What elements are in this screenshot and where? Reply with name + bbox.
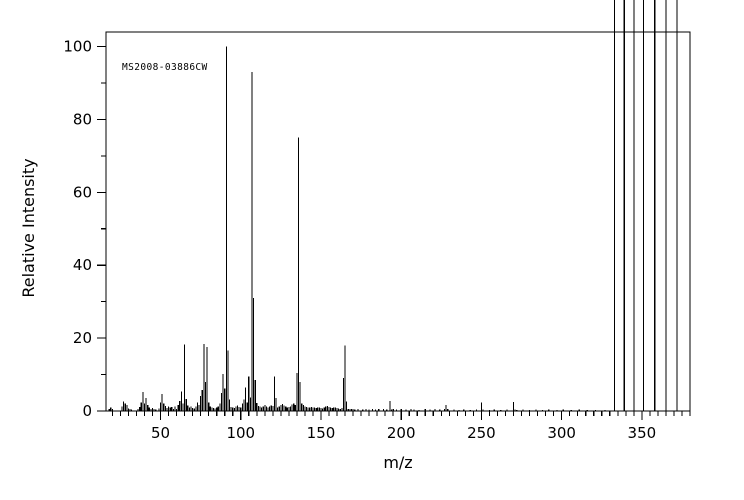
- x-tick-label: 300: [547, 424, 576, 442]
- x-tick-label: 50: [151, 424, 170, 442]
- y-tick-label: 40: [73, 256, 92, 274]
- x-tick-label: 150: [307, 424, 336, 442]
- y-axis-tick-labels: 0 20 40 60 80 100: [63, 38, 92, 420]
- x-tick-label: 200: [387, 424, 416, 442]
- y-tick-label: 20: [73, 329, 92, 347]
- y-tick-label: 60: [73, 183, 92, 201]
- x-tick-label: 250: [467, 424, 496, 442]
- y-tick-label: 80: [73, 110, 92, 128]
- y-axis-title: Relative Intensity: [19, 158, 38, 297]
- x-tick-label: 350: [628, 424, 657, 442]
- plot-frame: [105, 31, 691, 412]
- spectrum-peaks: [108, 0, 678, 411]
- y-tick-label: 100: [63, 38, 92, 56]
- y-axis-ticks: [97, 46, 106, 412]
- x-axis-tick-labels: 50 100 150 200 250 300 350: [151, 424, 656, 442]
- y-tick-label: 0: [82, 402, 92, 420]
- x-axis-ticks: [111, 411, 691, 420]
- x-axis-title: m/z: [383, 453, 412, 472]
- plot-box: [105, 31, 691, 411]
- sample-id-annotation: MS2008-03886CW: [122, 62, 208, 73]
- x-tick-label: 100: [226, 424, 255, 442]
